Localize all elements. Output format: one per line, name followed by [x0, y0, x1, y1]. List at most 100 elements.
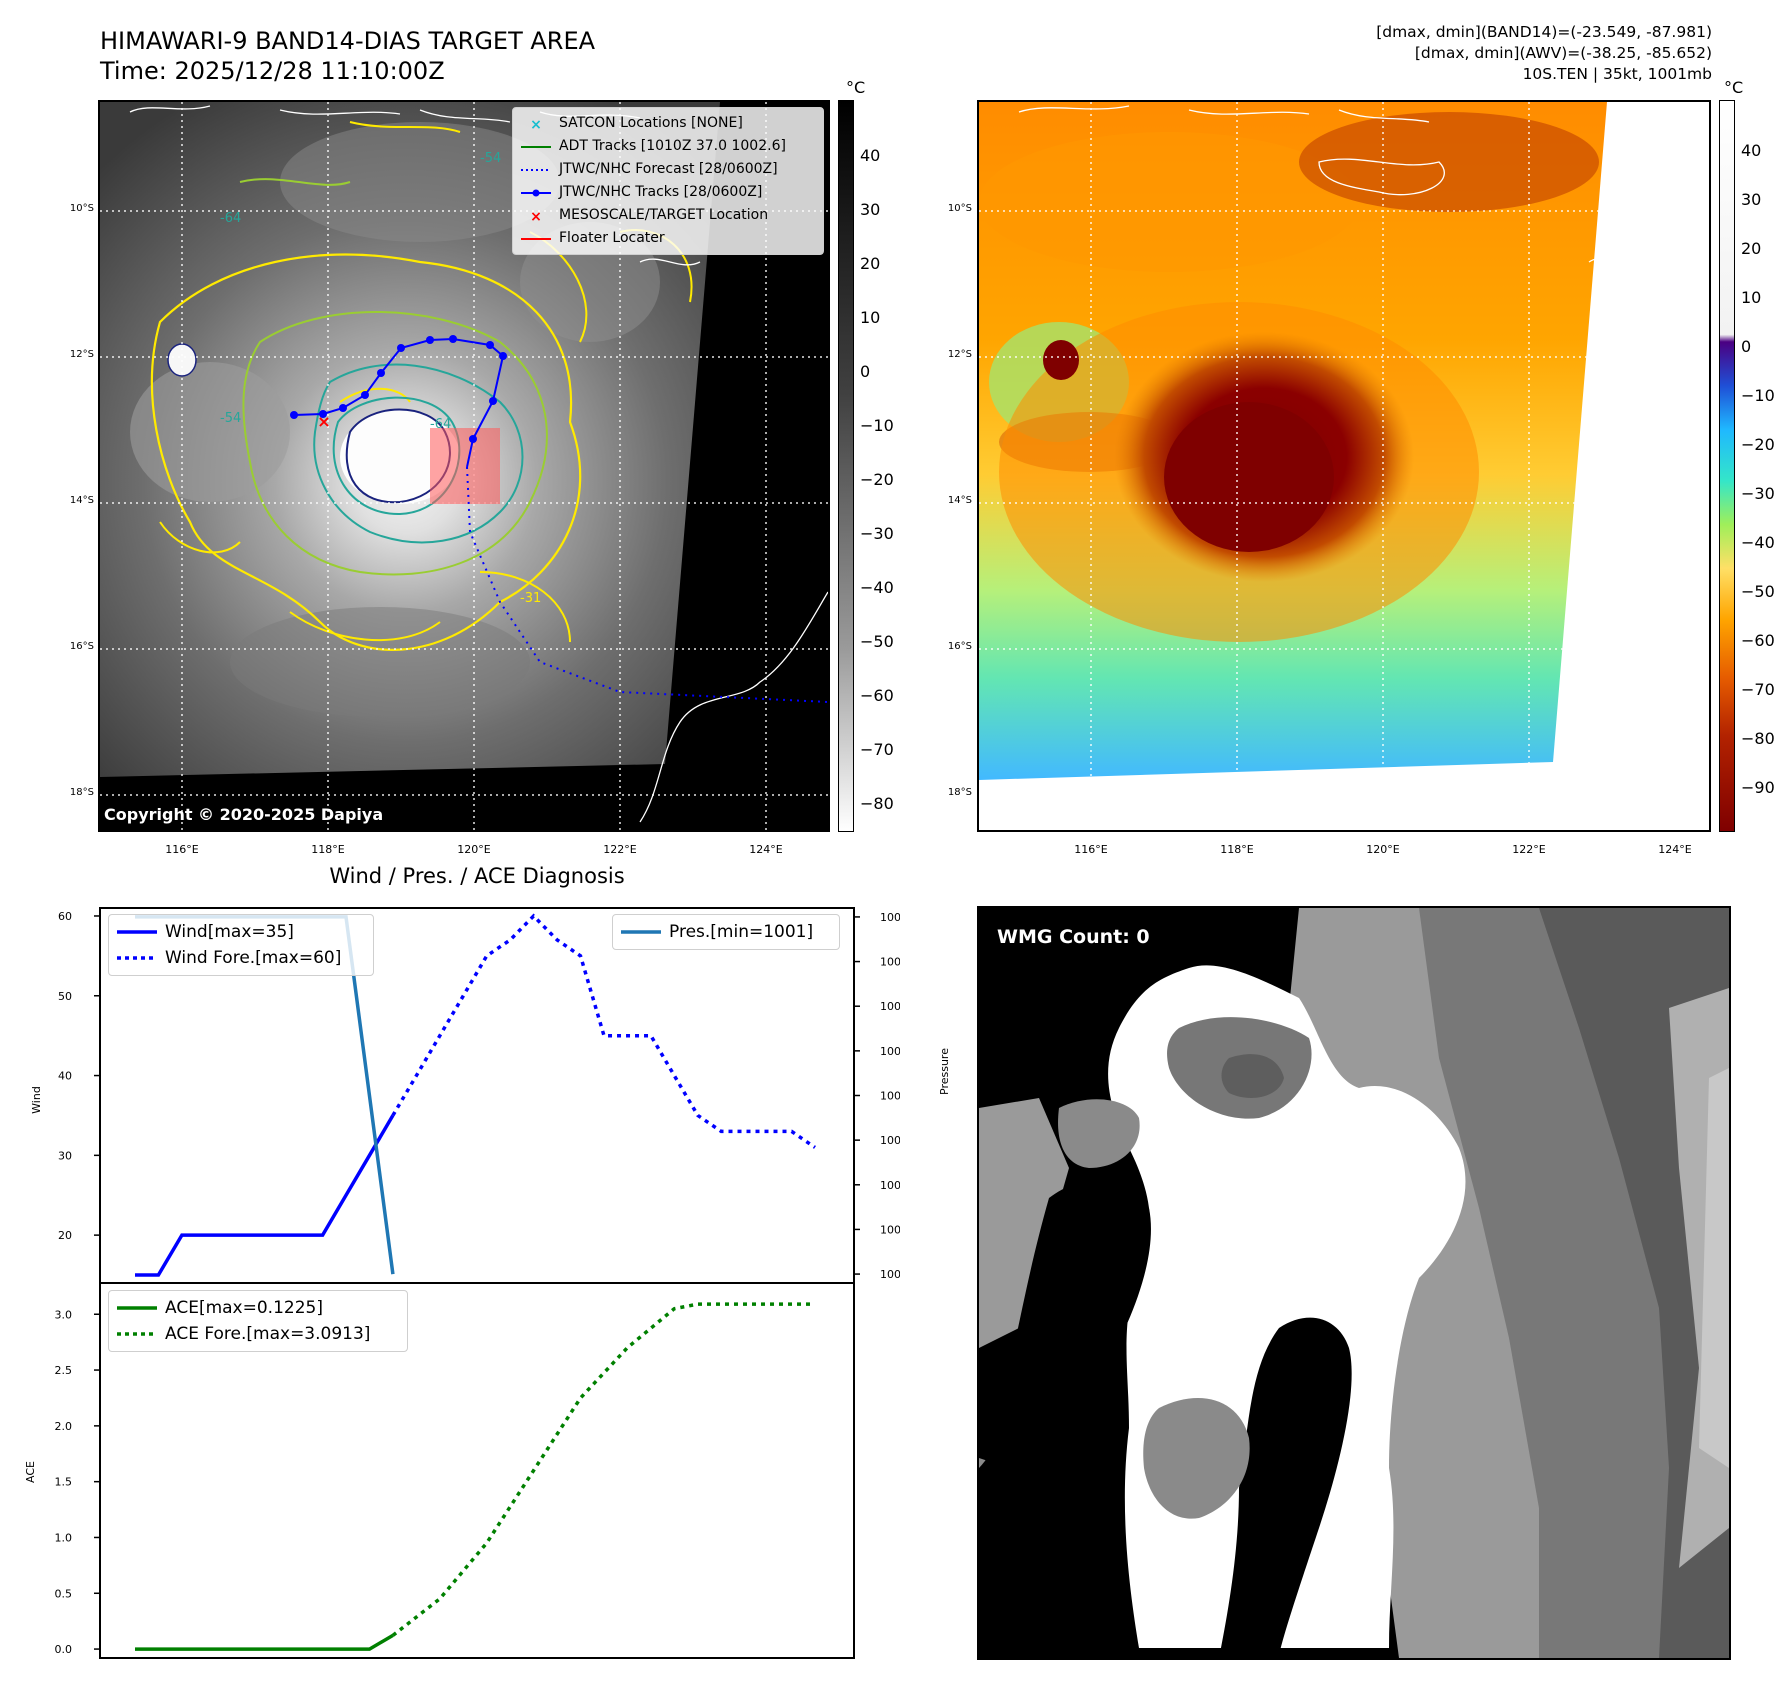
colorbar-tick: −20 — [860, 470, 894, 489]
y-tick-label: 20 — [58, 1229, 72, 1242]
lat-label: 16°S — [947, 641, 972, 652]
dotted-line-icon — [521, 168, 551, 171]
y2-tick-label: 1002.25 — [880, 1045, 900, 1058]
legend-item-adt: ADT Tracks [1010Z 37.0 1002.6] — [521, 135, 815, 158]
floater-line-icon — [521, 237, 551, 240]
colorbar-tick: 0 — [1741, 337, 1752, 356]
lat-label: 14°S — [947, 495, 972, 506]
legend-label: Pres.[min=1001] — [669, 922, 814, 942]
lat-label: 14°S — [69, 495, 94, 506]
contour-label: -64 — [430, 417, 451, 432]
legend-item-pressure: Pres.[min=1001] — [621, 919, 831, 945]
forecast-series-line — [391, 913, 816, 1149]
lat-label: 10°S — [69, 203, 94, 214]
lat-label: 18°S — [69, 787, 94, 798]
forecast-series-line — [391, 1302, 815, 1637]
legend-label: Wind[max=35] — [165, 922, 294, 942]
satcon-marker-icon: × — [530, 118, 542, 130]
figure-time: Time: 2025/12/28 11:10:00Z — [100, 57, 445, 85]
legend-item-jtwc-tracks: JTWC/NHC Tracks [28/0600Z] — [521, 181, 815, 204]
legend-item-floater: Floater Locater — [521, 227, 815, 250]
wmg-count-label: WMG Count: 0 — [997, 926, 1150, 948]
y2-tick-label: 1001.25 — [880, 1223, 900, 1236]
svg-text:×: × — [530, 210, 542, 222]
lon-label: 118°E — [311, 843, 345, 856]
colorbar-tick: 0 — [860, 362, 871, 381]
diagnosis-chart: Wind Pressure ACE 20304050601001.001001.… — [24, 907, 900, 1659]
floater-box — [430, 428, 500, 504]
awv-colorbar — [1719, 100, 1735, 832]
y-tick-label: 1.0 — [55, 1531, 73, 1544]
series-line — [135, 1114, 395, 1277]
y-tick-label: 30 — [58, 1149, 72, 1162]
info-band14-range: [dmax, dmin](BAND14)=(-23.549, -87.981) — [1376, 23, 1712, 41]
colorbar-tick: −70 — [1741, 680, 1775, 699]
y-tick-label: 40 — [58, 1070, 72, 1083]
legend-item-ace-forecast: ACE Fore.[max=3.0913] — [117, 1321, 399, 1347]
legend-label: Wind Fore.[max=60] — [165, 948, 342, 968]
contour-label: -64 — [220, 211, 241, 226]
ir-satellite-panel: × -54 -64 -54 -64 -31 × SATCON Locations… — [98, 100, 830, 832]
diagnosis-title: Wind / Pres. / ACE Diagnosis — [329, 864, 625, 888]
ace-axes-frame — [99, 1282, 855, 1659]
legend-label: ACE[max=0.1225] — [165, 1298, 323, 1318]
legend-item-wind: Wind[max=35] — [117, 919, 365, 945]
colorbar-tick: −50 — [1741, 582, 1775, 601]
pressure-axis-title: Pressure — [938, 1048, 951, 1095]
solid-line-icon — [117, 1306, 157, 1310]
legend-label: Floater Locater — [559, 230, 665, 246]
colorbar-tick: 20 — [860, 254, 881, 273]
colorbar-tick: −30 — [1741, 484, 1775, 503]
y2-tick-label: 1001.00 — [880, 1268, 900, 1281]
dotted-line-icon — [117, 956, 157, 960]
legend-label: JTWC/NHC Tracks [28/0600Z] — [559, 184, 763, 200]
contour-label: -54 — [480, 151, 501, 166]
lon-label: 122°E — [1512, 843, 1546, 856]
y2-tick-label: 1002.75 — [880, 956, 900, 969]
legend-item-satcon: × SATCON Locations [NONE] — [521, 112, 815, 135]
lon-label: 118°E — [1220, 843, 1254, 856]
legend-label: SATCON Locations [NONE] — [559, 115, 743, 131]
y2-tick-label: 1001.75 — [880, 1134, 900, 1147]
lat-label: 10°S — [947, 203, 972, 214]
colorbar-tick: 20 — [1741, 239, 1762, 258]
lat-label: 12°S — [69, 349, 94, 360]
svg-text:×: × — [530, 118, 542, 130]
y-tick-label: 3.0 — [55, 1308, 73, 1321]
legend-label: JTWC/NHC Forecast [28/0600Z] — [559, 161, 778, 177]
awv-colorbar-unit: °C — [1724, 78, 1744, 97]
y-tick-label: 2.0 — [55, 1420, 73, 1433]
series-line — [135, 1633, 394, 1651]
colorbar-tick: 40 — [860, 146, 881, 165]
solid-line-icon — [117, 930, 157, 934]
legend-item-ace: ACE[max=0.1225] — [117, 1295, 399, 1321]
lon-label: 120°E — [1366, 843, 1400, 856]
figure-title: HIMAWARI-9 BAND14-DIAS TARGET AREA — [100, 27, 596, 55]
colorbar-tick: −10 — [860, 416, 894, 435]
svg-text:×: × — [317, 412, 330, 431]
copyright-notice: Copyright © 2020-2025 Dapiya — [104, 805, 384, 824]
dotted-line-icon — [117, 1332, 157, 1336]
ace-axis-label: ACE — [24, 1461, 37, 1483]
info-awv-range: [dmax, dmin](AWV)=(-38.25, -85.652) — [1414, 44, 1712, 62]
contour-label: -31 — [520, 591, 541, 606]
wind-legend: Wind[max=35] Wind Fore.[max=60] — [108, 914, 374, 976]
target-marker-icon: × — [530, 210, 542, 222]
y-tick-label: 0.0 — [55, 1643, 73, 1656]
lon-label: 124°E — [1658, 843, 1692, 856]
colorbar-tick: −60 — [860, 686, 894, 705]
y-tick-label: 1.5 — [55, 1476, 73, 1489]
adt-line-icon — [521, 145, 551, 148]
y2-tick-label: 1001.50 — [880, 1179, 900, 1192]
colorbar-tick: −30 — [860, 524, 894, 543]
colorbar-tick: −10 — [1741, 386, 1775, 405]
lon-label: 116°E — [1074, 843, 1108, 856]
y-tick-label: 60 — [58, 910, 72, 923]
colorbar-tick: −80 — [860, 794, 894, 813]
colorbar-tick: 30 — [1741, 190, 1762, 209]
legend-label: ACE Fore.[max=3.0913] — [165, 1324, 371, 1344]
colorbar-tick: −40 — [1741, 533, 1775, 552]
colorbar-tick: −70 — [860, 740, 894, 759]
colorbar-tick: −60 — [1741, 631, 1775, 650]
lat-label: 18°S — [947, 787, 972, 798]
